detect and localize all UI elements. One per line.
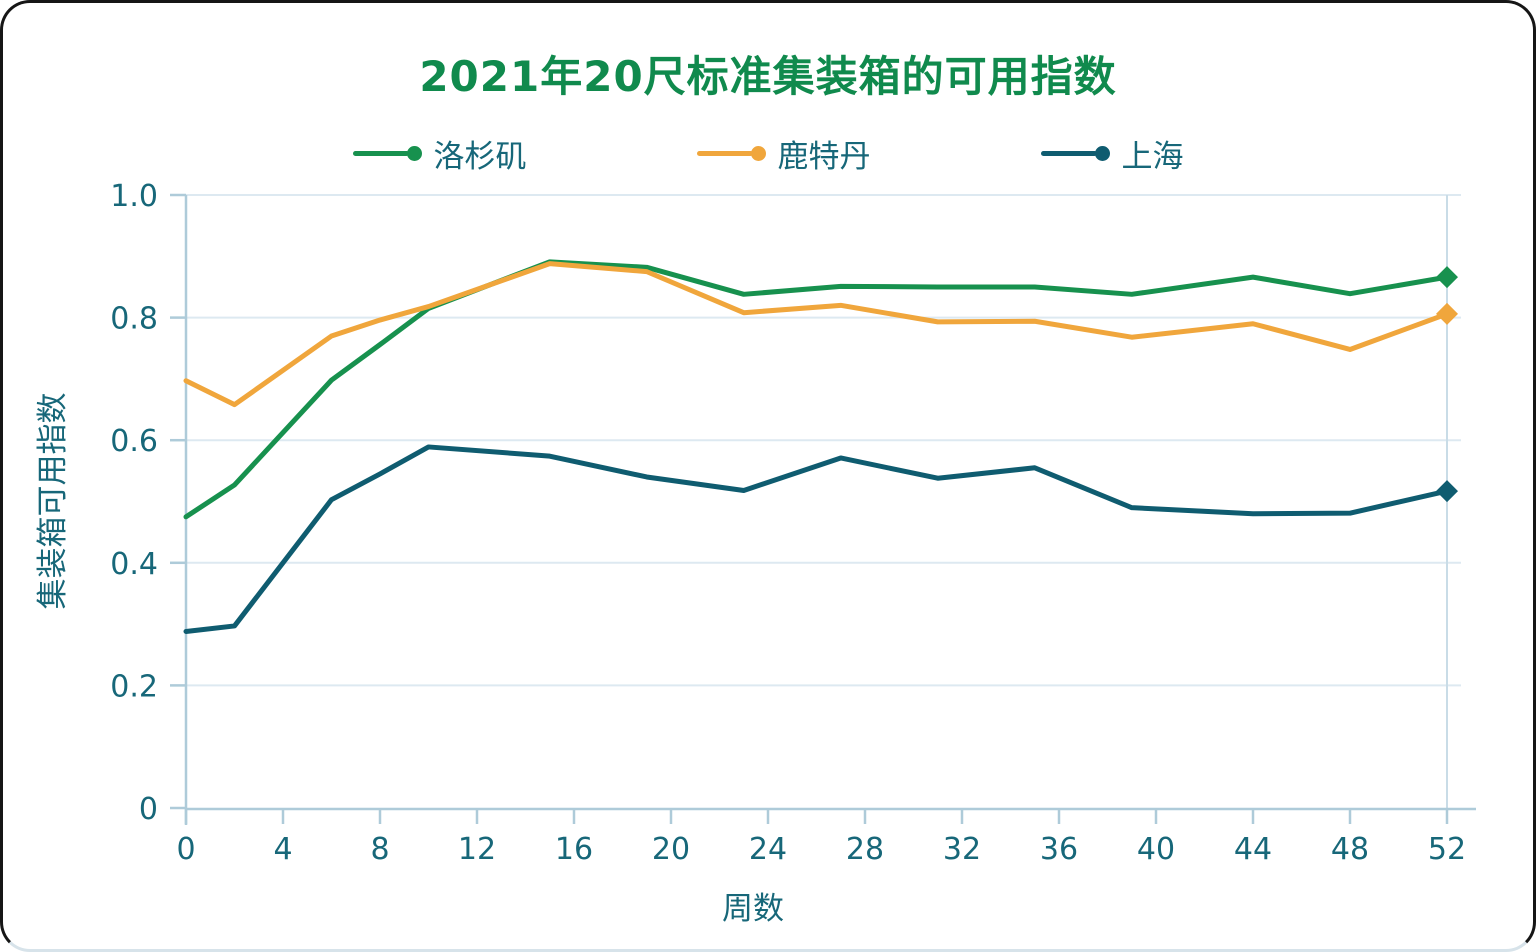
y-tick-label-0.6: 0.6 [110, 424, 158, 459]
legend-item-rotterdam: 鹿特丹 [696, 131, 871, 176]
legend-line-dot-icon [352, 146, 422, 161]
legend-item-los-angeles: 洛杉矶 [352, 131, 527, 176]
y-tick-label-0.8: 0.8 [110, 302, 158, 337]
x-tick-label-40: 40 [1137, 832, 1175, 867]
x-tick-label-28: 28 [846, 832, 884, 867]
legend-label: 上海 [1121, 139, 1184, 175]
x-tick-label-48: 48 [1331, 832, 1369, 867]
legend-line-dot-icon [1040, 146, 1110, 161]
end-marker-diamond-los-angeles [1436, 266, 1458, 289]
y-axis-title: 集装箱可用指数 [35, 393, 71, 610]
y-tick-label-0.4: 0.4 [110, 547, 158, 582]
end-marker-diamond-rotterdam [1436, 302, 1458, 325]
x-tick-label-52: 52 [1428, 832, 1466, 867]
end-marker-diamond-shanghai [1436, 480, 1458, 503]
x-tick-label-16: 16 [555, 832, 593, 867]
legend-line-dot-icon [696, 146, 766, 161]
y-tick-label-0.2: 0.2 [110, 669, 158, 704]
x-tick-label-20: 20 [652, 832, 690, 867]
legend: 洛杉矶 鹿特丹 上海 [3, 131, 1533, 176]
x-tick-label-36: 36 [1040, 832, 1078, 867]
x-tick-label-32: 32 [943, 832, 981, 867]
legend-item-shanghai: 上海 [1040, 131, 1184, 176]
x-tick-label-44: 44 [1234, 832, 1272, 867]
y-tick-label-1.0: 1.0 [110, 179, 158, 214]
legend-label: 鹿特丹 [777, 139, 871, 175]
legend-dot [406, 146, 422, 161]
series-line-rotterdam [183, 261, 1450, 408]
y-tick-label-0: 0 [139, 792, 158, 827]
legend-line [352, 151, 409, 156]
legend-label: 洛杉矶 [433, 139, 527, 175]
legend-dot [750, 146, 766, 161]
x-tick-label-12: 12 [458, 832, 496, 867]
x-axis-title: 周数 [722, 891, 784, 927]
legend-dot [1094, 146, 1110, 161]
x-tick-label-24: 24 [749, 832, 787, 867]
legend-line [1040, 151, 1097, 156]
chart-title: 2021年20尺标准集装箱的可用指数 [419, 52, 1117, 101]
series-line-los-angeles [183, 259, 1450, 520]
series-line-shanghai [183, 444, 1450, 634]
x-tick-label-4: 4 [273, 832, 292, 867]
plot-area: 1.00.80.60.40.200 4 8 12 16 20 24 28 32 36 40 44 48 5… [35, 179, 1476, 927]
x-tick-label-0: 0 [176, 832, 195, 867]
x-tick-label-8: 8 [370, 832, 389, 867]
legend-line [696, 151, 753, 156]
